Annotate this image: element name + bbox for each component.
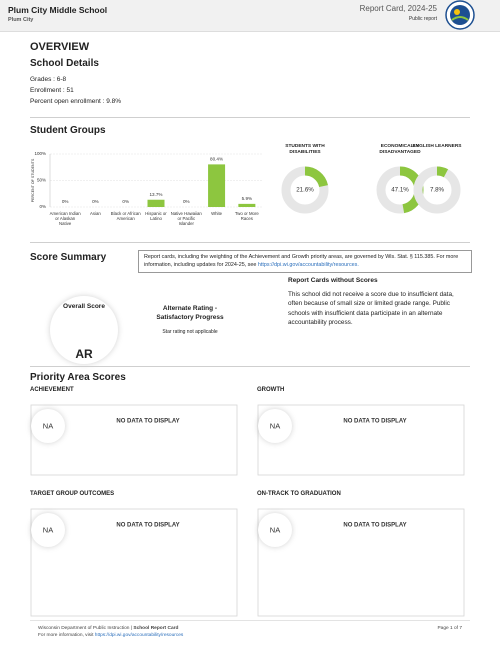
footer-divider bbox=[30, 620, 470, 621]
category-label: Hispanic or Latino bbox=[145, 211, 167, 222]
report-title: Report Card, 2024-25 bbox=[359, 4, 437, 13]
y-tick-label: 0% bbox=[39, 204, 46, 209]
area-score-circle bbox=[258, 513, 292, 547]
category-label: Asian bbox=[90, 211, 101, 216]
footer-info-text: For more information, visit bbox=[38, 633, 94, 638]
donut-arc bbox=[281, 166, 329, 214]
area-message: NO DATA TO DISPLAY bbox=[116, 523, 179, 529]
overall-score: AR bbox=[75, 347, 93, 361]
area-box bbox=[30, 404, 238, 476]
donut-label: 21.6% bbox=[296, 187, 314, 194]
area-box bbox=[30, 508, 238, 617]
category-label: Black or African American bbox=[110, 211, 141, 222]
section-title: Score Summary bbox=[30, 252, 107, 263]
note-text: Report cards, including the weighting of… bbox=[144, 254, 459, 268]
logo-wave bbox=[451, 16, 469, 21]
section-title: Priority Area Scores bbox=[30, 372, 126, 383]
no-scores-title: Report Cards without Scores bbox=[288, 277, 378, 284]
value-label: 5.9% bbox=[242, 196, 252, 201]
area-title: TARGET GROUP OUTCOMES bbox=[30, 491, 115, 497]
stars: Star rating not applicable bbox=[162, 329, 218, 335]
detail: Percent open enrollment : 9.8% bbox=[30, 98, 122, 105]
header-band bbox=[0, 0, 500, 32]
area-score-circle bbox=[31, 513, 65, 547]
donut-title: ECONOMICALLY DISADVANTAGED bbox=[379, 144, 421, 155]
area-score: NA bbox=[43, 525, 53, 534]
district-name: Plum City bbox=[8, 17, 34, 23]
area-score: NA bbox=[270, 421, 280, 430]
note-box: Report cards, including the weighting of… bbox=[138, 250, 472, 274]
page-number: Page 1 of 7 bbox=[437, 626, 462, 631]
footer-link[interactable]: https://dpi.wi.gov/accountability/resour… bbox=[94, 633, 184, 638]
area-score-circle bbox=[258, 409, 292, 443]
no-scores-text: This school did not receive a score due … bbox=[288, 291, 454, 326]
area-title: ACHIEVEMENT bbox=[30, 387, 74, 393]
value-label: 0% bbox=[92, 199, 99, 204]
logo-core bbox=[450, 5, 470, 25]
area-message: NO DATA TO DISPLAY bbox=[343, 523, 406, 529]
bar bbox=[147, 199, 165, 207]
details-title: School Details bbox=[30, 58, 99, 69]
area-score-circle bbox=[31, 409, 65, 443]
category-label: American Indian or Alaskan Native bbox=[49, 211, 81, 227]
bar bbox=[208, 164, 226, 207]
value-label: 13.7% bbox=[149, 192, 162, 197]
footer-info: For more information, visit https://dpi.… bbox=[38, 633, 184, 639]
note-link[interactable]: https://dpi.wi.gov/accountability/resour… bbox=[257, 261, 359, 268]
overall-score-label: Overall Score bbox=[63, 303, 105, 310]
donut-arc bbox=[413, 166, 461, 214]
school-name: Plum City Middle School bbox=[8, 5, 108, 15]
divider bbox=[30, 242, 470, 243]
overall-score-circle bbox=[50, 296, 118, 364]
area-title: GROWTH bbox=[257, 387, 285, 393]
y-tick-label: 50% bbox=[37, 178, 46, 183]
area-message: NO DATA TO DISPLAY bbox=[116, 419, 179, 425]
category-label: Native Hawaiian or Pacific Islander bbox=[170, 211, 202, 227]
y-axis-label: PERCENT OF STUDENTS bbox=[31, 158, 35, 202]
area-box bbox=[257, 508, 465, 617]
area-title: ON-TRACK TO GRADUATION bbox=[257, 491, 341, 497]
area-score: NA bbox=[43, 421, 53, 430]
logo-sun bbox=[454, 9, 460, 15]
category-label: Two or More Races bbox=[234, 211, 259, 222]
area-message: NO DATA TO DISPLAY bbox=[343, 419, 406, 425]
donut-label: 47.1% bbox=[391, 187, 409, 194]
detail: Grades : 6-8 bbox=[30, 76, 67, 83]
value-label: 0% bbox=[183, 199, 190, 204]
logo bbox=[445, 0, 475, 30]
y-tick-label: 100% bbox=[34, 151, 46, 156]
value-label: 0% bbox=[122, 199, 129, 204]
donut-title: ENGLISH LEARNERS bbox=[412, 144, 462, 149]
divider bbox=[30, 366, 470, 367]
overview-title: OVERVIEW bbox=[30, 41, 90, 53]
category-label: White bbox=[211, 211, 223, 216]
value-label: 0% bbox=[62, 199, 69, 204]
rating: Alternate Rating - Satisfactory Progress bbox=[156, 305, 224, 322]
donut-title: STUDENTS WITH DISABILITIES bbox=[285, 144, 325, 155]
footer-org: Wisconsin Department of Public Instructi… bbox=[38, 626, 179, 632]
section-title: Student Groups bbox=[30, 125, 106, 136]
footer-product: School Report Card bbox=[133, 626, 179, 631]
divider bbox=[30, 117, 470, 118]
value-label: 80.4% bbox=[210, 157, 223, 162]
detail: Enrollment : 51 bbox=[30, 87, 74, 94]
audience: Public report bbox=[408, 16, 437, 22]
area-score: NA bbox=[270, 525, 280, 534]
bar bbox=[238, 203, 256, 207]
footer-org-text: Wisconsin Department of Public Instructi… bbox=[38, 626, 133, 631]
area-box bbox=[257, 404, 465, 476]
donut-label: 7.8% bbox=[430, 187, 445, 194]
